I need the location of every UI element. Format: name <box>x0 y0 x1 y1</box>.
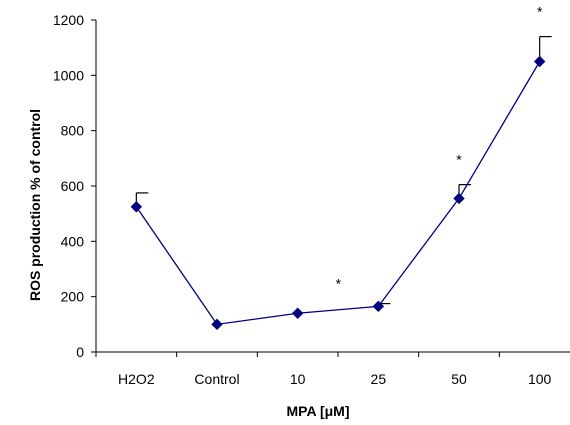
axes <box>95 20 570 353</box>
y-tick-label: 800 <box>61 123 85 139</box>
data-point <box>130 201 143 213</box>
significance-star: * <box>456 152 462 168</box>
x-axis-title: MPA [μM] <box>287 403 350 419</box>
ticks: 0 200 400 600 800 1000 1200 H2O2 Control 10 25 50 10… <box>53 12 552 387</box>
y-tick-label: 1000 <box>53 67 84 83</box>
y-tick-label: 1200 <box>53 12 84 28</box>
x-tick-label: 100 <box>528 371 552 387</box>
y-tick-label: 200 <box>61 289 85 305</box>
series-line <box>135 61 541 326</box>
data-point <box>372 300 385 313</box>
error-bars <box>135 35 552 307</box>
y-axis-title: ROS production % of control <box>27 109 43 301</box>
data-point <box>533 55 546 68</box>
data-point <box>211 318 223 331</box>
y-tick-label: 600 <box>61 178 85 194</box>
significance-markers: * * * <box>336 4 543 292</box>
significance-star: * <box>537 4 543 20</box>
x-tick-label: 25 <box>371 371 387 387</box>
y-tick-label: 0 <box>76 344 84 360</box>
data-point <box>291 307 304 319</box>
significance-star: * <box>336 275 342 291</box>
data-point <box>453 192 465 205</box>
y-tick-label: 400 <box>61 233 85 249</box>
x-tick-label: 10 <box>290 371 306 387</box>
x-tick-label: 50 <box>451 371 467 387</box>
x-tick-label: Control <box>194 371 239 387</box>
series <box>130 55 546 331</box>
x-tick-label: H2O2 <box>118 371 155 387</box>
